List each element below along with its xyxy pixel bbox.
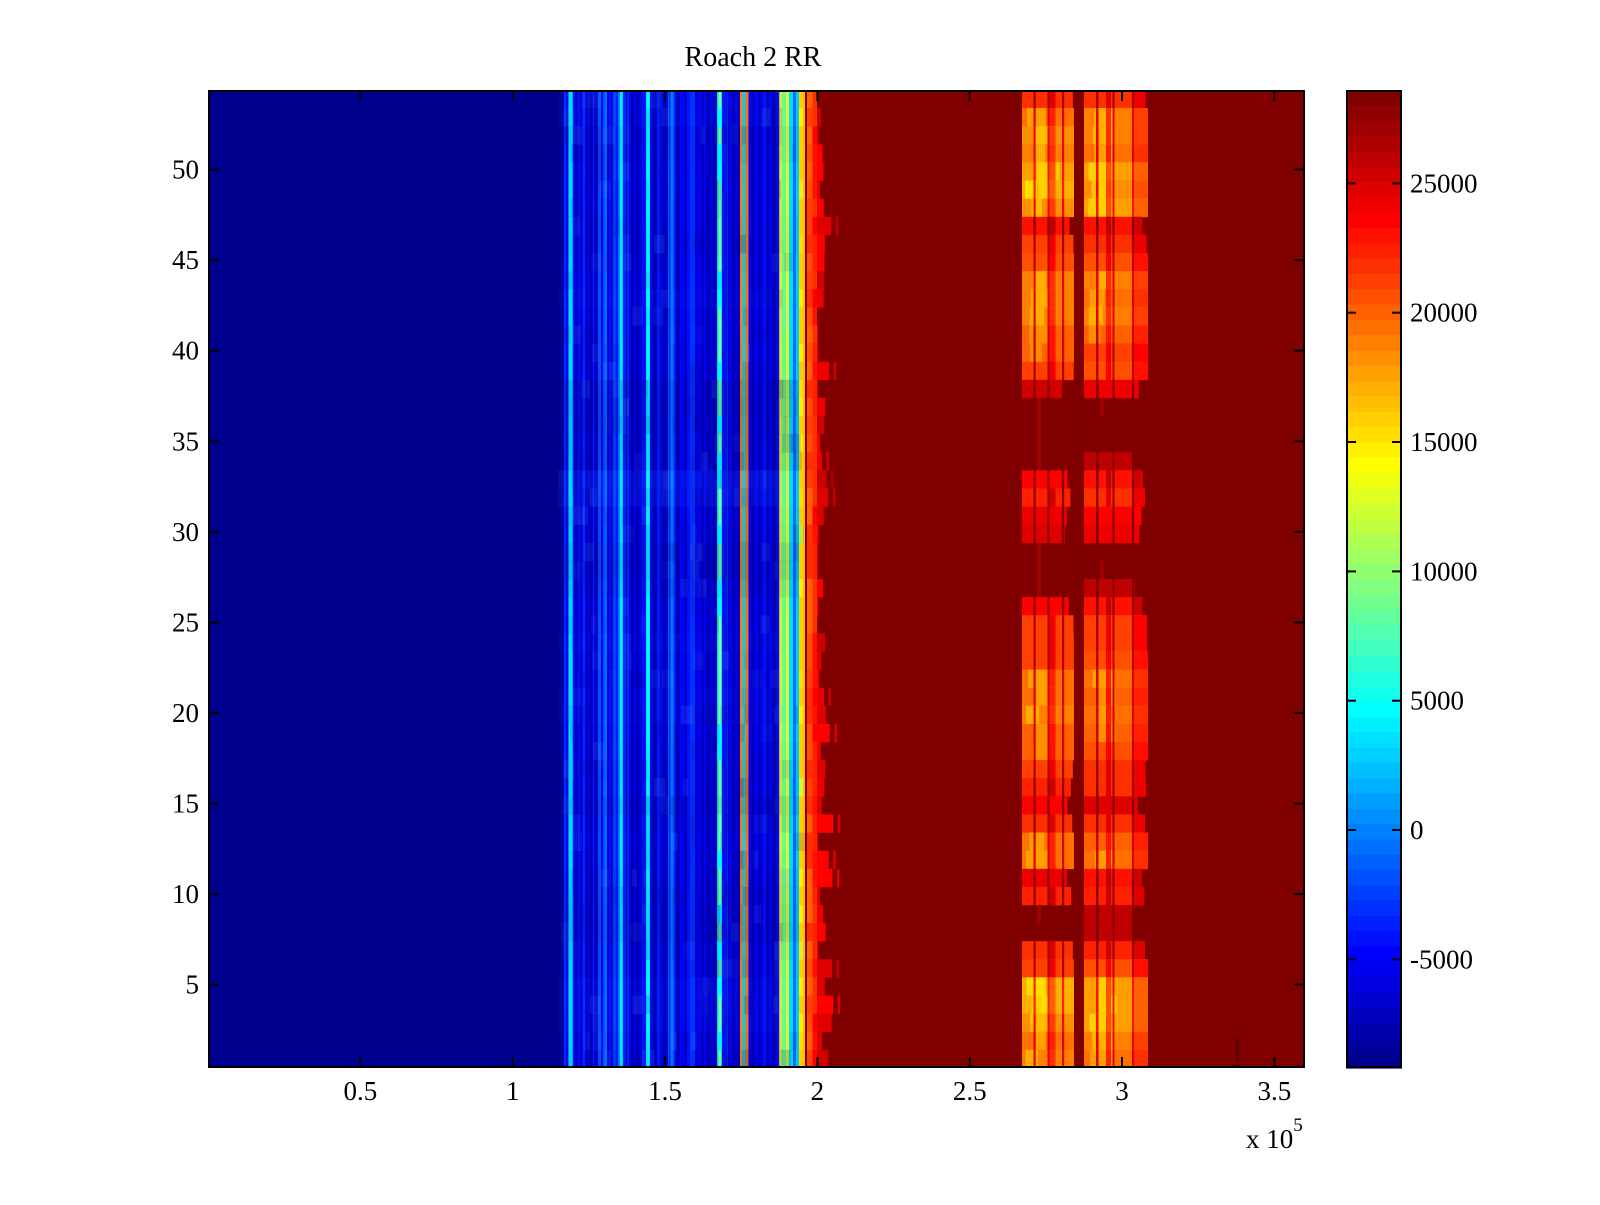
svg-text:1.5: 1.5 (648, 1076, 682, 1106)
svg-text:-5000: -5000 (1410, 944, 1473, 974)
svg-text:2.5: 2.5 (953, 1076, 987, 1106)
svg-text:1: 1 (506, 1076, 520, 1106)
svg-text:25000: 25000 (1410, 168, 1478, 198)
svg-text:15: 15 (172, 789, 199, 819)
svg-text:30: 30 (172, 517, 199, 547)
svg-text:0: 0 (1410, 815, 1424, 845)
svg-text:5000: 5000 (1410, 686, 1464, 716)
svg-text:50: 50 (172, 155, 199, 185)
svg-text:25: 25 (172, 607, 199, 637)
svg-text:3: 3 (1115, 1076, 1129, 1106)
svg-text:3.5: 3.5 (1258, 1076, 1292, 1106)
svg-text:10: 10 (172, 879, 199, 909)
svg-text:15000: 15000 (1410, 427, 1478, 457)
svg-text:40: 40 (172, 336, 199, 366)
svg-text:35: 35 (172, 426, 199, 456)
svg-text:20000: 20000 (1410, 298, 1478, 328)
svg-text:10000: 10000 (1410, 556, 1478, 586)
svg-text:5: 5 (186, 970, 200, 1000)
svg-text:45: 45 (172, 245, 199, 275)
svg-text:Roach 2 RR: Roach 2 RR (685, 42, 822, 73)
svg-text:20: 20 (172, 698, 199, 728)
svg-text:2: 2 (811, 1076, 825, 1106)
svg-text:0.5: 0.5 (344, 1076, 378, 1106)
